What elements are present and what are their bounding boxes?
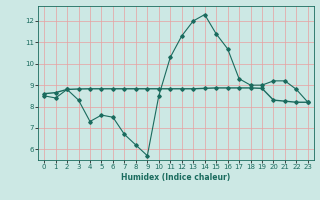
X-axis label: Humidex (Indice chaleur): Humidex (Indice chaleur) <box>121 173 231 182</box>
